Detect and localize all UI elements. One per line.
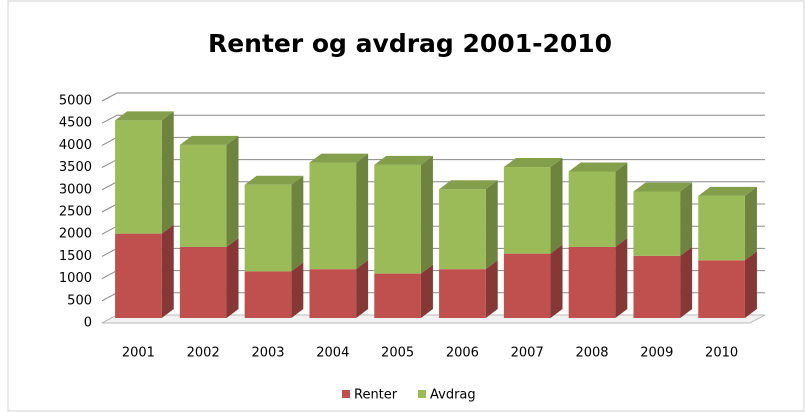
y-tick-label: 1000 [59, 271, 92, 286]
bar-segment [439, 189, 486, 270]
bar-top [179, 135, 239, 145]
legend-swatch [418, 390, 426, 398]
y-tick-label: 2500 [59, 205, 92, 220]
bar-top [633, 182, 693, 192]
y-tick-label: 5000 [59, 94, 92, 109]
bar-top [568, 162, 628, 172]
bar-top [115, 111, 174, 121]
bar-segment [698, 195, 745, 261]
x-tick-label: 2002 [187, 346, 220, 361]
bar-side [356, 153, 369, 270]
bar-segment [115, 233, 162, 318]
y-tick-label: 500 [67, 293, 92, 308]
x-tick-label: 2006 [446, 346, 479, 361]
bar-side [420, 155, 433, 274]
bar-segment [503, 253, 551, 318]
bar-top [244, 175, 304, 185]
bar-top [309, 153, 369, 163]
x-tick-label: 2008 [575, 346, 608, 361]
bar-segment [309, 269, 357, 318]
legend-swatch [342, 390, 350, 398]
bar-segment [633, 255, 681, 318]
bar-segment [179, 246, 227, 318]
bar-side [485, 180, 498, 270]
y-tick-label: 2000 [59, 227, 92, 242]
bar-top [698, 186, 757, 196]
bar-segment [115, 120, 162, 234]
bar-top [374, 155, 433, 165]
bar-segment [568, 171, 616, 247]
bar-side [291, 262, 304, 318]
bar-side [485, 260, 498, 318]
bar-segment [698, 260, 745, 318]
bar-side [680, 246, 693, 318]
legend-label: Renter [354, 388, 398, 403]
bar-segment [179, 144, 227, 247]
bar-side [680, 182, 693, 256]
bar-side [356, 260, 369, 318]
y-tick-label: 0 [84, 316, 92, 331]
bar-side [744, 186, 757, 261]
x-tick-label: 2010 [705, 346, 738, 361]
x-tick-label: 2005 [381, 346, 414, 361]
x-tick-label: 2004 [316, 346, 349, 361]
x-tick-label: 2001 [122, 346, 155, 361]
bar-side [550, 244, 563, 318]
bar-segment [244, 271, 292, 318]
legend-label: Avdrag [430, 388, 476, 403]
bar-segment [374, 164, 421, 274]
bar-side [161, 224, 174, 318]
bar-side [550, 158, 563, 254]
y-tick-label: 3000 [59, 182, 92, 197]
bar-segment [309, 162, 357, 270]
bar-segment [439, 269, 486, 318]
bar-side [615, 162, 628, 247]
x-tick-label: 2007 [511, 346, 544, 361]
bar-top [439, 180, 498, 190]
bar-segment [244, 184, 292, 272]
bar-side [291, 175, 304, 272]
bar-side [615, 237, 628, 318]
bar-segment [503, 167, 551, 254]
bar-segment [568, 246, 616, 318]
grid-line [101, 114, 765, 124]
bar-side [420, 264, 433, 318]
bar-side [161, 111, 174, 234]
bar-side [226, 135, 239, 247]
bar-segment [633, 191, 681, 256]
bar-segment [374, 273, 421, 318]
y-tick-label: 4000 [59, 138, 92, 153]
y-tick-label: 4500 [59, 116, 92, 131]
chart-title: Renter og avdrag 2001-2010 [208, 29, 612, 58]
bar-side [744, 251, 757, 318]
grid-line [101, 92, 765, 102]
x-tick-label: 2009 [640, 346, 673, 361]
bar-top [503, 158, 563, 168]
y-tick-label: 1500 [59, 249, 92, 264]
x-tick-label: 2003 [251, 346, 284, 361]
bar-side [226, 237, 239, 318]
y-tick-label: 3500 [59, 160, 92, 175]
